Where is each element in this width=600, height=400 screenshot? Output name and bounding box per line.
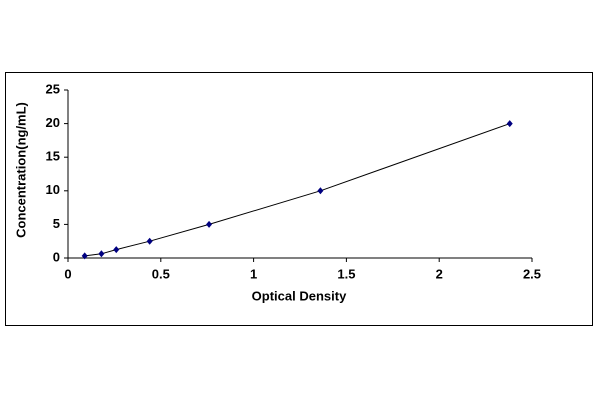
y-tick-label: 0 <box>53 249 60 264</box>
x-tick-label: 1 <box>250 266 257 281</box>
x-tick-label: 2.5 <box>523 266 541 281</box>
point <box>81 252 88 260</box>
point <box>113 246 120 254</box>
x-tick-label: 0.5 <box>152 266 170 281</box>
y-tick-label: 15 <box>46 149 60 164</box>
y-tick-label: 25 <box>46 81 60 96</box>
point <box>98 250 105 258</box>
x-tick-label: 0 <box>64 266 71 281</box>
x-tick-label: 1.5 <box>337 266 355 281</box>
y-tick-label: 5 <box>53 216 60 231</box>
y-tick-label: 10 <box>46 182 60 197</box>
y-tick-label: 20 <box>46 115 60 130</box>
x-axis-label: Optical Density <box>252 288 347 303</box>
x-tick-label: 2 <box>436 266 443 281</box>
frame <box>5 72 593 326</box>
point <box>506 120 513 128</box>
point <box>206 220 213 228</box>
point <box>317 187 324 195</box>
point <box>146 237 153 245</box>
y-axis-label: Concentration(ng/mL) <box>13 102 28 238</box>
